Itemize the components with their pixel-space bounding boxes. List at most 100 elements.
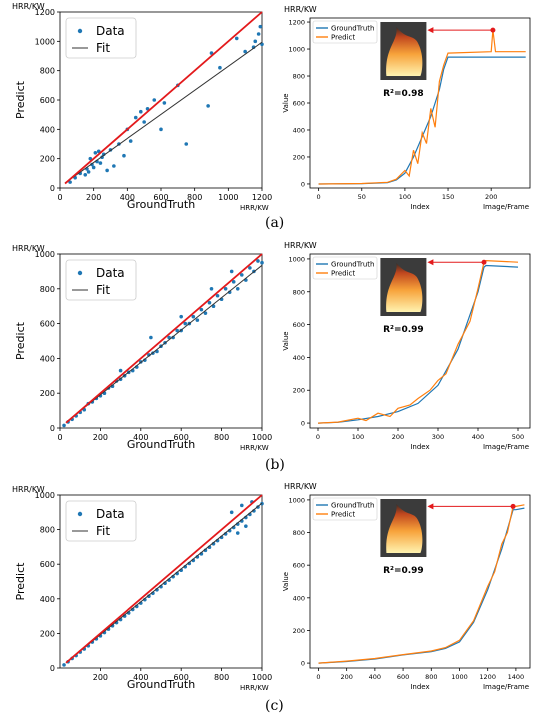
y-unit-label: HRR/KW (284, 5, 317, 14)
data-point (215, 293, 220, 298)
x-tick-label: 400 (133, 673, 148, 682)
fire-image (386, 504, 423, 553)
y-tick-label: 600 (293, 321, 305, 329)
legend-ground-truth-label: GroundTruth (331, 25, 375, 33)
data-point (256, 259, 260, 263)
peak-marker (510, 503, 516, 509)
data-point (62, 663, 66, 667)
y-tick-label: 1200 (288, 19, 305, 27)
legend-fit-label: Fit (96, 524, 110, 538)
fire-image (386, 27, 423, 76)
y-tick-label: 800 (293, 529, 305, 537)
y-tick-label: 0 (50, 664, 55, 673)
x-tick-label: 400 (120, 193, 135, 202)
data-point (128, 139, 133, 143)
y-tick-label: 1000 (35, 37, 55, 46)
x-tick-label: 800 (187, 193, 202, 202)
y-axis-label: Value (282, 331, 290, 350)
data-point (231, 280, 236, 284)
y-tick-label: 1000 (288, 255, 305, 263)
x-axis-label: GroundTruth (127, 198, 195, 211)
data-point (199, 307, 204, 312)
legend-data-label: Data (96, 24, 125, 38)
arrow-head (427, 259, 434, 266)
y-axis-label: Value (282, 572, 290, 591)
data-point (122, 153, 126, 158)
x-tick-label: 400 (472, 433, 484, 441)
y-axis-label: Predict (14, 321, 27, 360)
panel-label-b: (b) (265, 457, 285, 473)
x-tick-label: 200 (93, 433, 108, 442)
x-tick-label: 600 (174, 433, 189, 442)
data-point (243, 49, 247, 54)
data-point (143, 358, 147, 362)
legend-data-label: Data (96, 507, 125, 521)
x-unit-label: HRR/KW (240, 444, 269, 452)
legend-ground-truth-label: GroundTruth (331, 261, 375, 269)
y-unit-label: HRR/KW (284, 241, 317, 250)
data-point (83, 173, 88, 177)
panel-label-a: (a) (265, 215, 285, 231)
panel-label-c: (c) (265, 698, 284, 714)
y-tick-label: 400 (40, 354, 55, 363)
plot-frame (59, 253, 263, 429)
fit-line (65, 264, 263, 423)
legend-box (312, 256, 378, 280)
y-tick-label: 0 (301, 180, 305, 188)
x-tick-label: 0 (57, 193, 62, 202)
data-point (118, 368, 123, 373)
x-axis-label: Index (410, 203, 429, 211)
data-point (240, 273, 244, 277)
ideal-line (65, 494, 263, 664)
x-tick-label: 600 (397, 673, 409, 681)
x-axis-label: Index (410, 443, 429, 451)
legend-predict-label: Predict (331, 511, 355, 519)
arrow-head (427, 503, 434, 510)
x-tick-label: 0 (317, 193, 321, 201)
y-unit-label: HRR/KW (284, 482, 317, 491)
data-point (98, 161, 103, 165)
data-point (145, 107, 150, 111)
data-point (244, 524, 248, 528)
data-point (253, 39, 258, 44)
legend-fit-label: Fit (96, 283, 110, 297)
peak-marker (481, 259, 487, 265)
legend-box (312, 20, 378, 44)
y-tick-label: 600 (293, 100, 305, 108)
y-tick-label: 400 (293, 594, 305, 602)
data-point (105, 168, 109, 173)
data-point (235, 287, 240, 291)
plot-frame (309, 494, 531, 669)
y-tick-label: 0 (50, 424, 55, 433)
x-axis-label: Index (410, 683, 429, 691)
legend-box (312, 497, 378, 521)
data-point (96, 149, 101, 154)
ideal-line (64, 11, 263, 185)
y-tick-label: 800 (40, 526, 55, 535)
x-tick-label: 800 (425, 673, 437, 681)
x-tick-label: 500 (512, 433, 524, 441)
ideal-line (65, 253, 263, 424)
legend-predict-label: Predict (331, 34, 355, 42)
y-tick-label: 800 (40, 285, 55, 294)
x-tick-label: 1000 (252, 433, 272, 442)
r-squared-annotation: R²=0.99 (383, 566, 424, 576)
x-tick-label: 200 (485, 193, 497, 201)
y-tick-label: 1000 (288, 496, 305, 504)
data-point (179, 314, 183, 319)
x-tick-label: 300 (432, 433, 444, 441)
plot-frame (309, 253, 531, 429)
data-point (260, 260, 264, 265)
data-point (191, 314, 196, 319)
x-tick-label: 800 (214, 673, 229, 682)
x-tick-label: 50 (358, 193, 366, 201)
legend-data-marker (77, 270, 83, 276)
y-unit-label: HRR/KW (12, 485, 45, 494)
data-point (240, 503, 244, 508)
data-point (175, 328, 179, 333)
y-tick-label: 200 (293, 387, 305, 395)
y-tick-label: 0 (301, 420, 305, 428)
data-point (206, 104, 210, 108)
x-tick-label: 1000 (252, 673, 272, 682)
